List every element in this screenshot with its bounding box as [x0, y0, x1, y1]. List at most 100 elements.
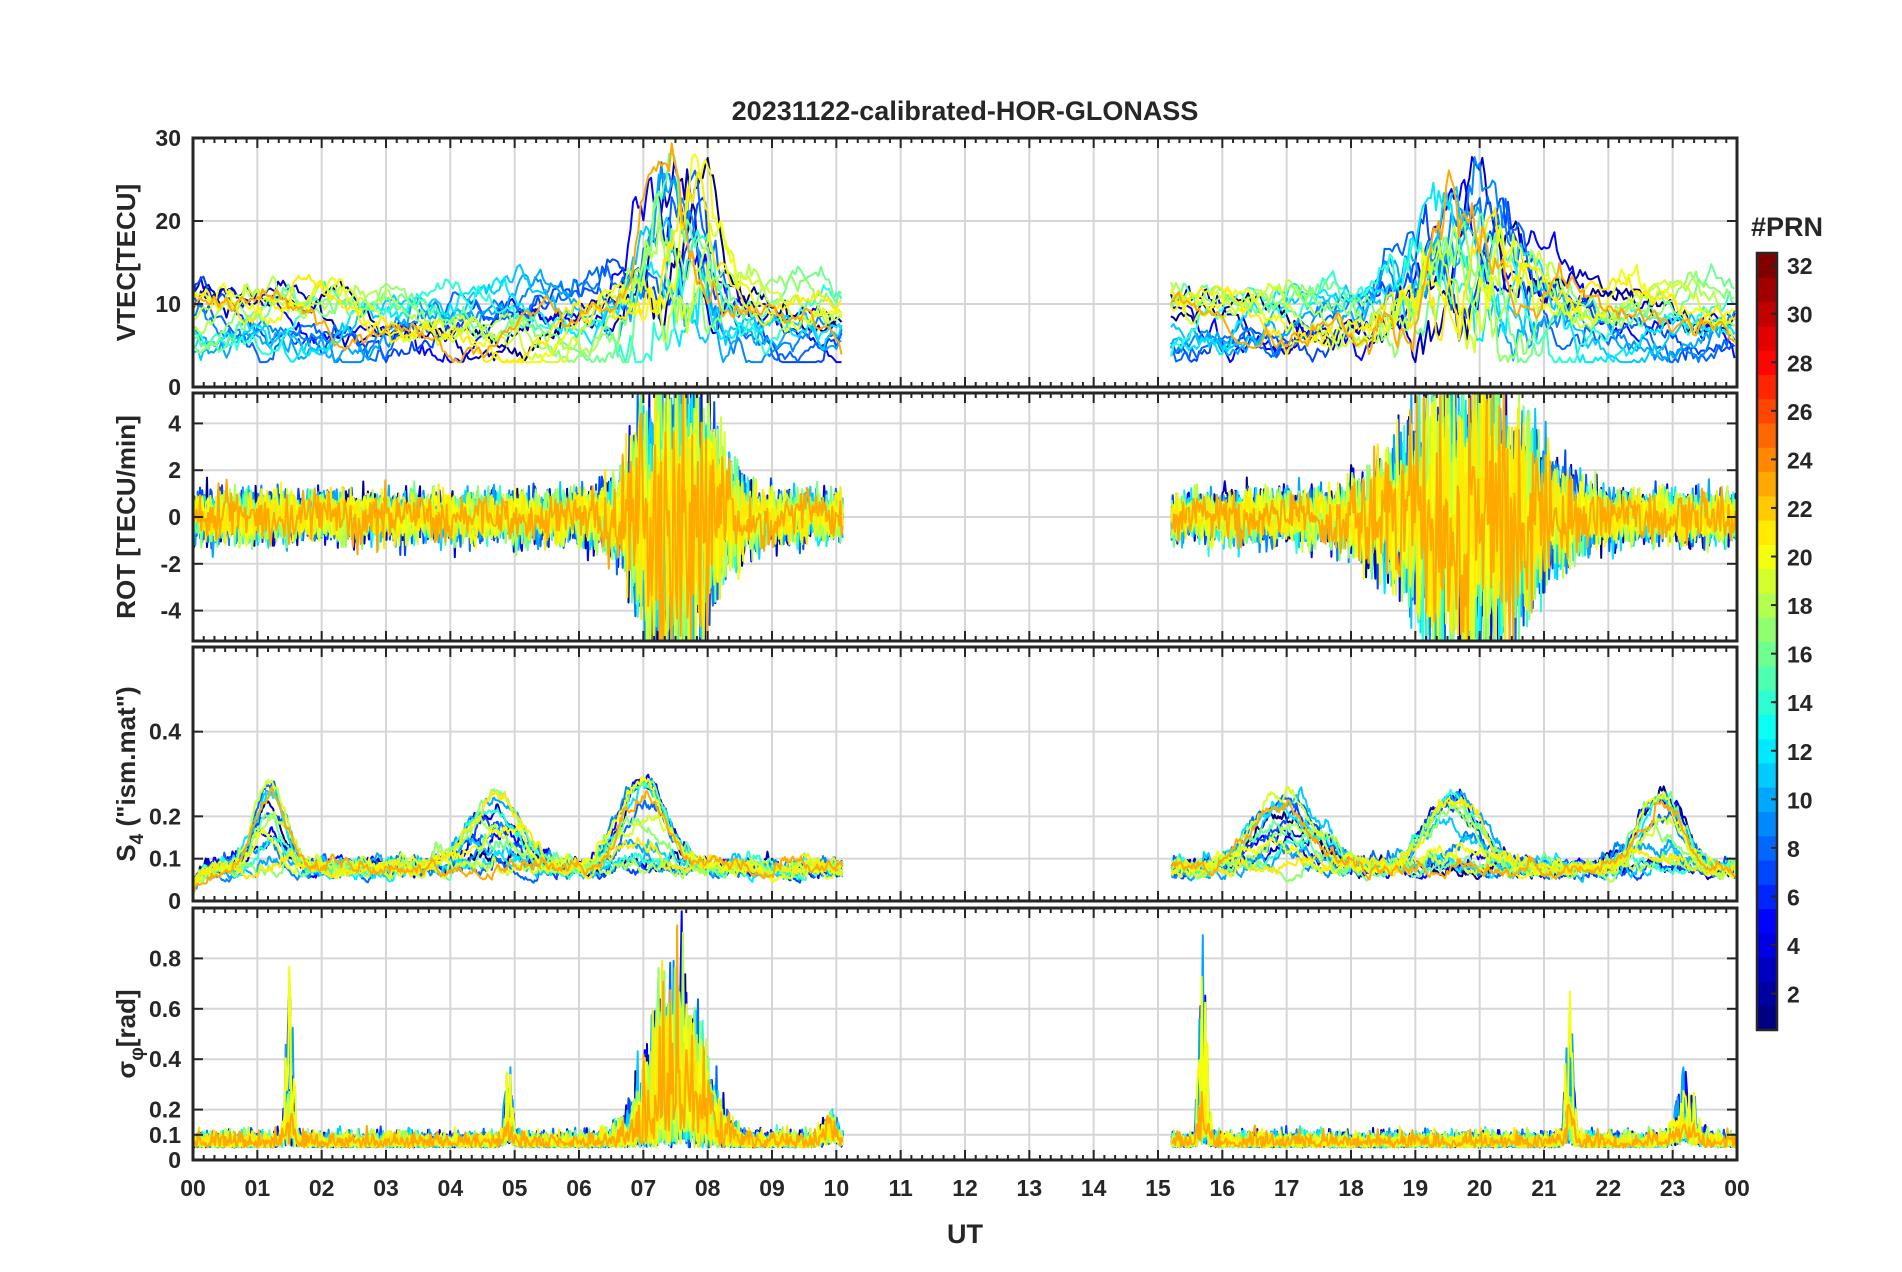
colorbar-segment [1757, 568, 1777, 594]
colorbar-frame [1755, 251, 1779, 1032]
panel-s4: 0 0.1 0.2 0.4S4 ("ism.mat") [111, 645, 1739, 914]
colorbar-segment [1757, 253, 1777, 278]
x-tick-label: 03 [373, 1175, 399, 1201]
colorbar-tick-label: 22 [1787, 496, 1813, 522]
colorbar-label: #PRN [1751, 212, 1823, 242]
colorbar-segment [1757, 301, 1777, 327]
panel-vtec: 0 10 20 30 VTEC[TECU] [111, 125, 1739, 400]
colorbar-segment [1757, 277, 1777, 303]
chart-title: 20231122-calibrated-HOR-GLONASS [732, 96, 1199, 126]
sigma-y-tick-label: 0.8 [149, 945, 181, 971]
colorbar-tick-label: 6 [1787, 884, 1800, 910]
colorbar-segment [1757, 690, 1777, 715]
sigma-y-label: σφ[rad] [111, 989, 148, 1078]
rot-y-tick-label: 4 [168, 410, 181, 436]
x-tick-label: 21 [1531, 1175, 1557, 1201]
s4-series-group [193, 773, 1737, 893]
colorbar-tick-label: 12 [1787, 739, 1813, 765]
colorbar-segment [1757, 908, 1777, 934]
s4-y-tick-label: 0.4 [149, 719, 181, 745]
s4-series-prn-23 [193, 786, 1737, 893]
rot-y-tick-label: -2 [161, 551, 181, 577]
rot-y-tick-label: -4 [161, 598, 182, 624]
colorbar-tick-label: 28 [1787, 350, 1813, 376]
s4-x-ticks [192, 647, 1738, 901]
panel-sigma: 00.10.2 0.4 0.6 0.8σφ[rad] [111, 906, 1739, 1173]
colorbar-tick-label: 14 [1787, 690, 1813, 716]
x-tick-label: 23 [1660, 1175, 1686, 1201]
x-tick-label: 22 [1596, 1175, 1622, 1201]
colorbar-tick-label: 8 [1787, 836, 1800, 862]
x-tick-label: 15 [1145, 1175, 1171, 1201]
colorbar-tick-label: 20 [1787, 545, 1813, 571]
colorbar-segment [1757, 520, 1777, 545]
colorbar-segment [1757, 641, 1777, 667]
x-tick-label: 11 [889, 1175, 914, 1201]
vtec-y-axis: 0 10 20 30 [155, 125, 1737, 400]
s4-y-tick-label: 0 [168, 888, 181, 914]
colorbar-segment [1757, 1005, 1777, 1031]
colorbar-segment [1757, 932, 1777, 958]
colorbar-segment [1757, 665, 1777, 691]
x-tick-label: 09 [759, 1175, 785, 1201]
x-tick-label: 00 [1724, 1175, 1750, 1201]
rot-y-tick-label: 0 [168, 504, 181, 530]
colorbar-segment [1757, 981, 1777, 1007]
rot-series-group [193, 393, 1737, 641]
vtec-series-group [193, 142, 1736, 364]
x-axis-group: 00 01 02 03 04 05 06 07 08 09 10 11 12 13 14 15 16 17 18 19… [180, 1175, 1750, 1201]
colorbar-segment [1757, 860, 1777, 885]
colorbar-tick-label: 18 [1787, 593, 1813, 619]
x-axis-label: UT [947, 1219, 983, 1249]
sigma-series-group [193, 910, 1737, 1149]
sigma-series-prn-23 [193, 924, 1737, 1149]
vtec-y-label: VTEC[TECU] [111, 184, 141, 341]
vtec-y-tick-label: 10 [155, 291, 181, 317]
colorbar-segment [1757, 495, 1777, 521]
x-tick-label: 13 [1017, 1175, 1043, 1201]
x-tick-label: 05 [502, 1175, 528, 1201]
rot-y-label: ROT [TECU/min] [111, 415, 141, 619]
colorbar-segment [1757, 714, 1777, 740]
s4-y-tick-label: 0.1 [149, 846, 181, 872]
colorbar-tick-label: 26 [1787, 399, 1813, 425]
sigma-y-tick-label: 0.6 [149, 996, 181, 1022]
colorbar-segment [1757, 811, 1777, 837]
colorbar-segment [1757, 544, 1777, 570]
rot-y-tick-label: 2 [168, 457, 181, 483]
s4-y-label: S4 ("ism.mat") [111, 686, 148, 861]
s4-y-tick-label: 0.2 [149, 803, 181, 829]
x-tick-label: 17 [1274, 1175, 1300, 1201]
x-tick-label: 20 [1467, 1175, 1493, 1201]
sigma-y-tick-label: 0.4 [149, 1046, 181, 1072]
colorbar-segment [1757, 398, 1777, 424]
rot-series-prn-23 [193, 393, 1737, 641]
panel-rot: -4 -2 0 2 4 ROT [TECU/min] [111, 391, 1739, 643]
x-tick-label: 12 [952, 1175, 978, 1201]
rot-x-ticks [192, 393, 1738, 641]
colorbar-segment [1757, 325, 1777, 351]
x-tick-label: 08 [695, 1175, 721, 1201]
colorbar-segment [1757, 617, 1777, 643]
colorbar-tick-label: 10 [1787, 787, 1813, 813]
rot-y-axis: -4 -2 0 2 4 [161, 410, 1737, 624]
sigma-y-tick-label: 0.2 [149, 1097, 181, 1123]
x-tick-label: 19 [1403, 1175, 1429, 1201]
x-tick-label: 18 [1338, 1175, 1364, 1201]
colorbar-segment [1757, 592, 1777, 618]
s4-y-axis: 0 0.1 0.2 0.4 [149, 719, 1737, 914]
colorbar-segment [1757, 350, 1777, 376]
colorbar-segment [1757, 447, 1777, 473]
vtec-x-ticks [192, 138, 1738, 387]
colorbar-segment [1757, 884, 1777, 910]
x-tick-label: 10 [824, 1175, 850, 1201]
colorbar-tick-label: 32 [1787, 253, 1813, 279]
vtec-y-tick-label: 0 [168, 374, 181, 400]
colorbar-segment [1757, 374, 1777, 400]
x-tick-label: 07 [631, 1175, 657, 1201]
x-tick-label: 06 [566, 1175, 592, 1201]
x-tick-label: 02 [309, 1175, 335, 1201]
colorbar-tick-label: 24 [1787, 447, 1813, 473]
colorbar-segment [1757, 762, 1777, 788]
